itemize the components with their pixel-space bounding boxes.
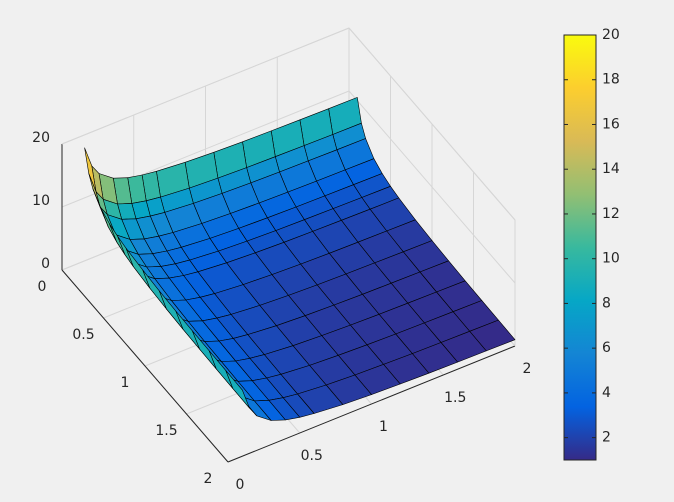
z-tick-label: 10 <box>32 193 50 209</box>
surface <box>84 97 516 421</box>
colorbar-tick-label: 16 <box>602 116 620 132</box>
y-tick-label: 0.5 <box>72 327 94 343</box>
colorbar-tick-label: 10 <box>602 251 620 267</box>
y-tick-label: 1.5 <box>155 423 177 439</box>
axis-line <box>227 345 516 463</box>
colorbar-tick-label: 6 <box>602 340 611 356</box>
colorbar-body <box>563 34 597 461</box>
y-tick-label: 0 <box>38 279 47 295</box>
colorbar-tick-label: 14 <box>602 161 620 177</box>
x-tick-label: 2 <box>523 361 532 377</box>
colorbar-tick-label: 8 <box>602 295 611 311</box>
colorbar-tick-label: 2 <box>602 430 611 446</box>
x-tick-label: 1.5 <box>444 390 466 406</box>
grid-line <box>348 90 516 284</box>
colorbar-tick-label: 20 <box>602 27 620 43</box>
x-tick-label: 0 <box>236 477 245 493</box>
y-tick-label: 2 <box>204 471 213 487</box>
box-line <box>61 27 350 145</box>
x-tick-label: 1 <box>379 419 388 435</box>
colorbar: 2 4 6 8 10 12 14 16 18 20 <box>563 27 620 461</box>
colorbar-tick-label: 4 <box>602 385 611 401</box>
y-tick-label: 1 <box>121 375 130 391</box>
axis-line <box>61 269 229 463</box>
surface-cell <box>225 370 250 409</box>
x-tick-label: 0.5 <box>301 448 323 464</box>
colorbar-tick-label: 18 <box>602 72 620 88</box>
colorbar-tick-label: 12 <box>602 206 620 222</box>
z-tick-label: 20 <box>32 130 50 146</box>
z-tick-label: 0 <box>41 256 50 272</box>
box-line <box>348 27 516 221</box>
